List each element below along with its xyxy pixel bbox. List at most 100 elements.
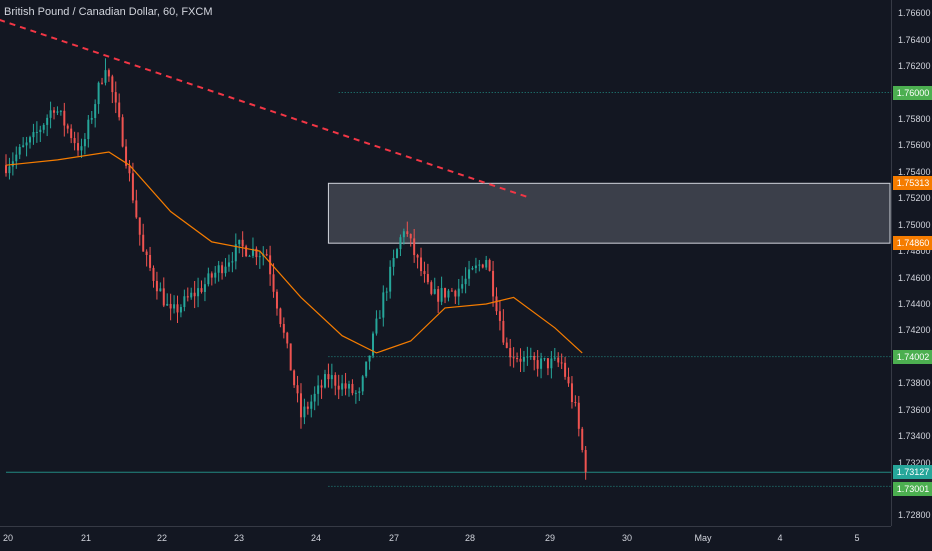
candle-body: [526, 356, 529, 358]
candle-body: [207, 273, 210, 285]
candle-body: [25, 142, 28, 146]
candle-body: [420, 257, 423, 272]
candle-body: [481, 264, 484, 268]
candle-body: [492, 270, 495, 297]
candle-body: [457, 288, 460, 297]
candle-body: [15, 154, 18, 162]
candle-body: [159, 288, 162, 292]
price-axis-label: 1.73600: [898, 404, 931, 415]
candle-body: [361, 376, 364, 392]
moving-average-line: [5, 151, 583, 354]
candle-body: [317, 385, 320, 394]
candle-body: [29, 137, 32, 143]
time-axis-label: May: [694, 533, 712, 543]
candle-body: [77, 143, 80, 151]
price-axis[interactable]: 1.76600 1.76400 1.76200 1.76000 1.75800 1.756…: [891, 0, 932, 526]
candle-body: [409, 234, 412, 239]
price-tag-green: 1.76000: [893, 85, 932, 100]
supply-zone: [327, 182, 891, 244]
candle-body: [94, 104, 97, 118]
candle-body: [87, 119, 90, 140]
candle-body: [543, 358, 546, 360]
candle-body: [238, 239, 241, 245]
candle-body: [310, 401, 313, 409]
candle-body: [111, 76, 114, 93]
candle-body: [210, 273, 213, 278]
candle-body: [447, 290, 450, 298]
candle-body: [22, 145, 25, 147]
candle-body: [512, 357, 515, 359]
candle-body: [258, 256, 261, 258]
candle-body: [269, 255, 272, 275]
candle-body: [245, 246, 248, 257]
candle-body: [560, 362, 563, 364]
time-axis-label: 23: [233, 533, 245, 543]
candle-body: [114, 92, 117, 103]
candle-body: [577, 402, 580, 429]
candle-body: [231, 261, 234, 263]
time-axis-label: 20: [2, 533, 14, 543]
price-axis-label: 1.74800: [898, 246, 931, 257]
candle-body: [426, 274, 429, 283]
candle-body: [272, 274, 275, 292]
price-axis-label: 1.74600: [898, 272, 931, 283]
candle-body: [406, 231, 409, 235]
price-tag-green: 1.73001: [893, 481, 932, 496]
candle-body: [173, 304, 176, 309]
candle-body: [323, 374, 326, 388]
trendline: [0, 19, 528, 198]
candle-body: [63, 110, 66, 126]
candle-body: [97, 82, 100, 105]
price-axis-label: 1.76600: [898, 8, 931, 19]
candle-body: [485, 260, 488, 268]
candle-body: [327, 374, 330, 380]
candle-body: [358, 391, 361, 393]
candle-body: [296, 385, 299, 394]
candle-body: [392, 257, 395, 267]
chart-plot[interactable]: [0, 0, 891, 526]
price-axis-label: 1.76200: [898, 61, 931, 72]
candle-body: [121, 117, 124, 147]
candle-body: [344, 383, 347, 389]
candle-body: [193, 292, 196, 297]
candle-body: [90, 117, 93, 120]
candle-body: [498, 311, 501, 321]
candle-body: [176, 304, 179, 313]
candle-body: [584, 449, 587, 473]
candle-body: [581, 428, 584, 450]
candle-body: [402, 231, 405, 238]
candle-body: [135, 200, 138, 218]
candle-body: [162, 288, 165, 306]
time-axis[interactable]: 20 21 22 23 24 27 28 29 30 May 4 5: [0, 526, 891, 551]
candle-body: [289, 343, 292, 371]
candle-body: [299, 393, 302, 418]
candle-body: [437, 289, 440, 302]
candle-body: [378, 317, 381, 319]
price-axis-label: 1.74200: [898, 325, 931, 336]
candle-body: [509, 347, 512, 358]
candle-body: [399, 237, 402, 250]
candle-body: [471, 268, 474, 270]
candle-body: [200, 288, 203, 292]
candle-body: [365, 361, 368, 377]
candle-body: [474, 265, 477, 269]
time-axis-label: 4: [777, 533, 783, 543]
candle-body: [142, 234, 145, 252]
price-axis-label: 1.72800: [898, 510, 931, 521]
candle-body: [203, 284, 206, 292]
candle-body: [313, 393, 316, 402]
candle-body: [372, 333, 375, 356]
candle-body: [450, 290, 453, 292]
candle-body: [118, 102, 121, 118]
price-axis-label: 1.73200: [898, 457, 931, 468]
candle-body: [149, 255, 152, 268]
candle-body: [396, 249, 399, 258]
candle-body: [522, 356, 525, 362]
candle-body: [505, 342, 508, 348]
candle-body: [251, 248, 254, 256]
candle-body: [186, 296, 189, 298]
candle-body: [416, 255, 419, 258]
candle-body: [320, 385, 323, 388]
candle-body: [214, 272, 217, 278]
